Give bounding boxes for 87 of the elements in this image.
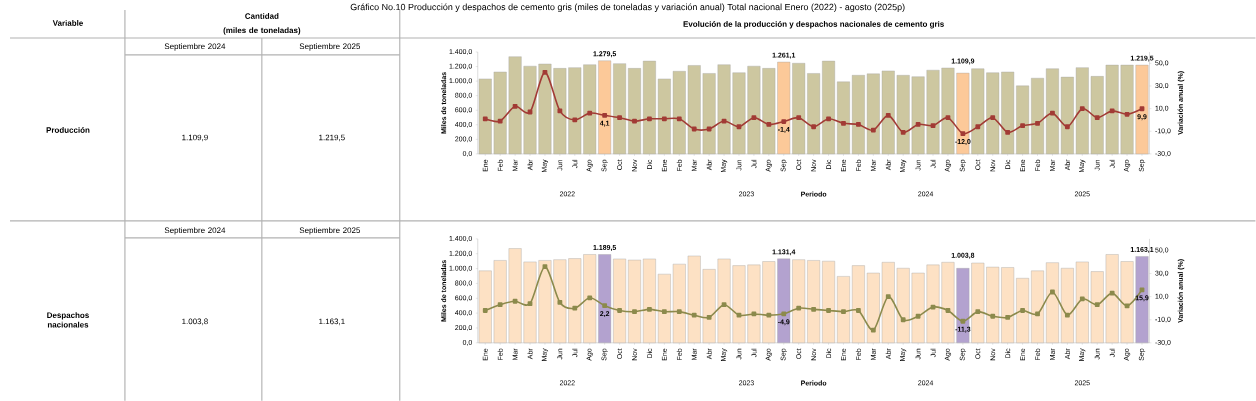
point	[587, 295, 593, 300]
point	[482, 307, 488, 313]
point	[960, 318, 966, 324]
point	[900, 317, 906, 322]
point	[557, 299, 563, 305]
point	[661, 309, 667, 314]
point	[796, 305, 802, 311]
point	[826, 307, 831, 313]
point	[721, 302, 727, 307]
point	[572, 305, 578, 311]
point	[1079, 296, 1085, 302]
point	[811, 124, 817, 129]
point	[870, 327, 876, 333]
point	[870, 127, 876, 133]
point	[1020, 123, 1025, 128]
point	[1139, 106, 1145, 111]
point	[706, 314, 712, 320]
point	[1124, 111, 1130, 117]
point	[1020, 307, 1025, 313]
point	[706, 126, 712, 132]
point	[542, 69, 548, 75]
point	[915, 121, 921, 127]
point	[841, 309, 846, 314]
point	[1064, 312, 1070, 318]
point	[960, 130, 966, 136]
point	[1109, 108, 1115, 114]
point	[945, 115, 951, 120]
point	[736, 312, 742, 318]
point	[990, 115, 996, 120]
point	[587, 110, 593, 116]
point	[497, 302, 503, 307]
point	[1035, 311, 1040, 317]
point	[497, 118, 503, 124]
point	[602, 303, 608, 308]
point	[632, 118, 637, 124]
point	[1139, 287, 1145, 293]
point	[856, 121, 861, 127]
point	[945, 307, 951, 313]
point	[930, 123, 936, 128]
point	[691, 126, 697, 132]
point	[781, 118, 787, 124]
point	[602, 112, 608, 118]
point	[736, 124, 742, 129]
point	[1109, 290, 1115, 296]
point	[841, 120, 846, 126]
point	[885, 112, 891, 118]
point	[856, 307, 861, 313]
point	[826, 116, 831, 121]
point	[751, 115, 757, 120]
point	[1079, 106, 1085, 111]
point	[527, 300, 533, 306]
point	[572, 117, 578, 123]
point	[975, 309, 981, 314]
point	[1035, 120, 1040, 126]
text: Gráfico No.10 Producción y despachos de cemento gris (miles de toneladas y variación anual) Total nacional Enero (2022) - agosto (2025p)	[350, 3, 905, 12]
point	[1050, 110, 1055, 116]
point	[811, 306, 817, 312]
point	[975, 124, 981, 129]
point	[781, 311, 787, 317]
point	[482, 116, 488, 121]
point	[900, 129, 906, 135]
point	[647, 306, 652, 312]
point	[661, 116, 667, 121]
point	[990, 313, 996, 319]
point	[1005, 314, 1011, 320]
point	[542, 264, 548, 269]
point	[1050, 289, 1055, 295]
point	[617, 115, 622, 120]
point	[1064, 124, 1070, 129]
point	[676, 309, 682, 314]
point	[632, 309, 637, 314]
point	[796, 115, 802, 120]
point	[885, 294, 891, 299]
point	[512, 298, 518, 304]
point	[647, 116, 652, 121]
point	[512, 103, 518, 109]
point	[1124, 303, 1130, 309]
point	[1094, 115, 1100, 120]
point	[691, 312, 697, 318]
point	[1005, 129, 1011, 135]
point	[557, 108, 563, 114]
point	[915, 313, 921, 319]
point	[676, 116, 682, 121]
point	[617, 307, 622, 313]
point	[766, 312, 772, 318]
point	[1094, 302, 1100, 307]
point	[766, 121, 772, 127]
